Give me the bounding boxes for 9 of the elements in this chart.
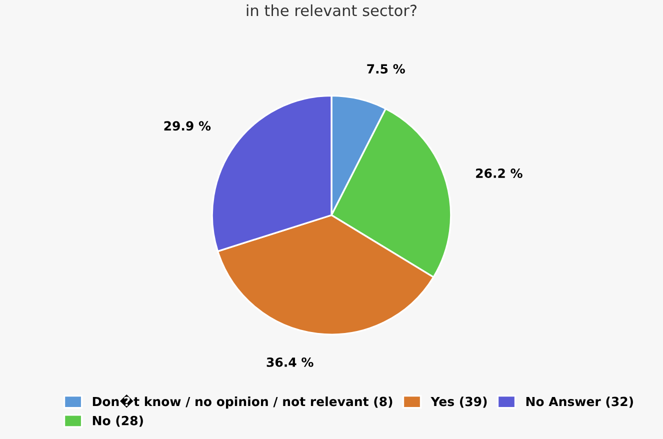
legend-label: Don�t know / no opinion / not relevant (8) — [92, 394, 392, 409]
data-label: 26.2 % — [476, 168, 522, 178]
legend-label: Yes (39) — [430, 396, 487, 408]
chart-title: in the relevant sector? — [246, 4, 416, 16]
data-label: 36.4 % — [266, 357, 314, 367]
legend-label: No (28) — [92, 416, 143, 427]
legend-label: No Answer (32) — [526, 396, 633, 408]
data-label: 7.5 % — [367, 64, 405, 74]
data-label: 29.9 % — [164, 121, 211, 131]
